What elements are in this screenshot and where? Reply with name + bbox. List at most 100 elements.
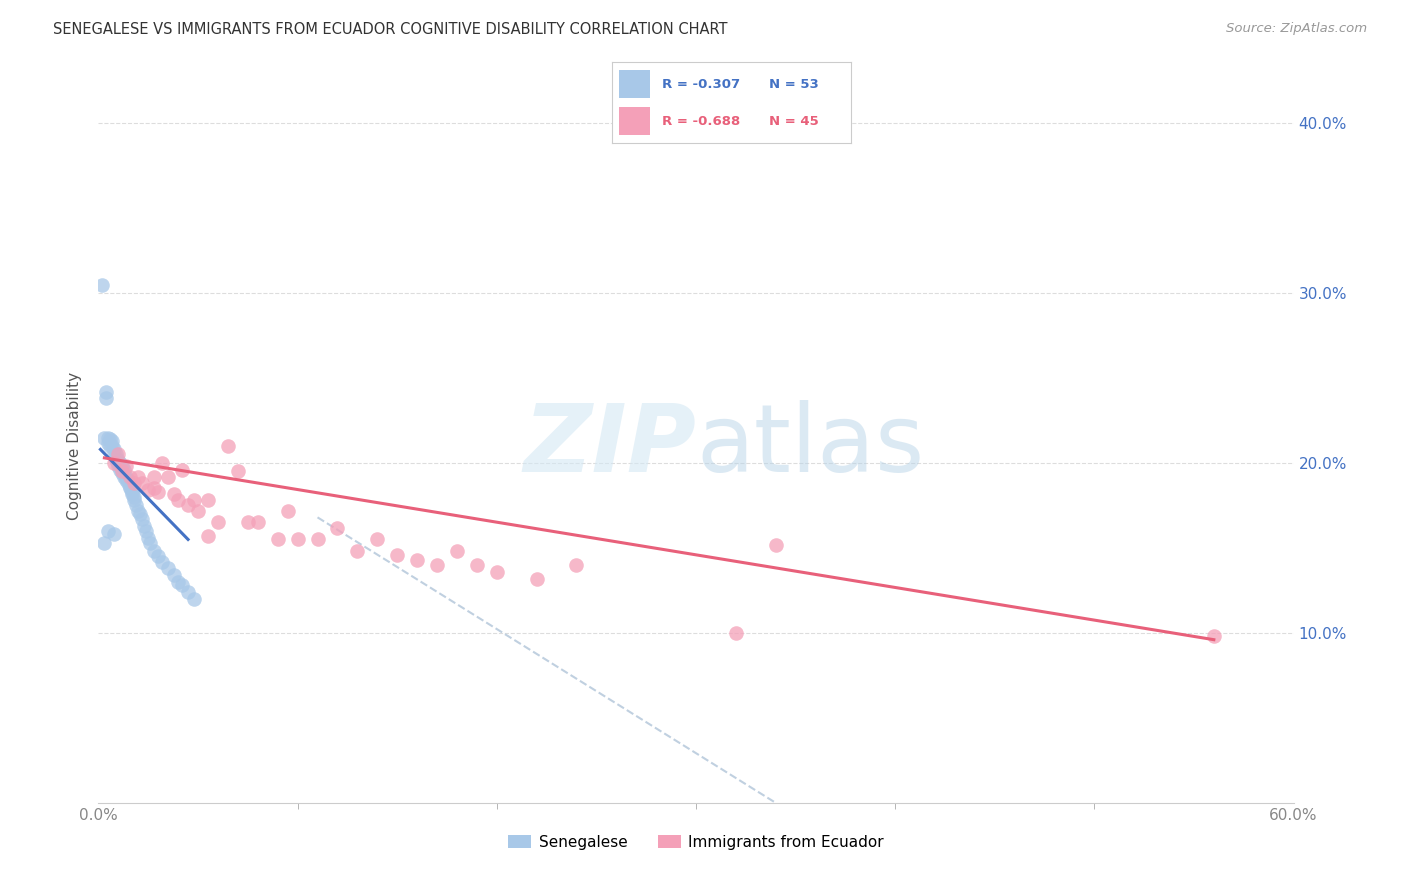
Point xyxy=(96,384,118,399)
Point xyxy=(117,473,139,487)
Point xyxy=(93,430,115,444)
Point xyxy=(366,533,388,547)
Point xyxy=(103,456,125,470)
Point xyxy=(115,473,138,487)
Point xyxy=(98,439,122,453)
Point xyxy=(1202,629,1225,643)
Point xyxy=(91,277,114,292)
Point xyxy=(426,558,449,572)
Point xyxy=(267,533,290,547)
Point xyxy=(107,448,129,462)
Point xyxy=(124,490,146,504)
Point xyxy=(446,544,468,558)
Point xyxy=(236,516,259,530)
Point xyxy=(287,533,309,547)
Point xyxy=(150,456,173,470)
Point xyxy=(120,482,142,496)
Point xyxy=(157,561,180,575)
Text: N = 53: N = 53 xyxy=(769,78,820,91)
Point xyxy=(183,591,205,606)
Point xyxy=(131,512,153,526)
Point xyxy=(111,466,134,480)
Point xyxy=(207,516,229,530)
FancyBboxPatch shape xyxy=(619,107,650,135)
Point xyxy=(117,476,139,491)
Point xyxy=(120,469,142,483)
Point xyxy=(103,448,125,462)
Point xyxy=(485,565,508,579)
Point xyxy=(125,499,148,513)
Point xyxy=(157,469,180,483)
Point xyxy=(167,493,190,508)
Text: R = -0.307: R = -0.307 xyxy=(662,78,740,91)
Point xyxy=(127,503,149,517)
Point xyxy=(110,463,132,477)
Point xyxy=(120,480,142,494)
Text: SENEGALESE VS IMMIGRANTS FROM ECUADOR COGNITIVE DISABILITY CORRELATION CHART: SENEGALESE VS IMMIGRANTS FROM ECUADOR CO… xyxy=(53,22,728,37)
Point xyxy=(98,432,122,446)
Point xyxy=(107,456,129,470)
Point xyxy=(101,434,124,448)
Point xyxy=(277,503,299,517)
Point xyxy=(107,452,129,467)
Point xyxy=(131,476,153,491)
Point xyxy=(307,533,329,547)
Point xyxy=(326,520,349,534)
Y-axis label: Cognitive Disability: Cognitive Disability xyxy=(67,372,83,520)
Point xyxy=(765,537,787,551)
Point xyxy=(135,524,157,538)
Text: ZIP: ZIP xyxy=(523,400,696,492)
Point xyxy=(136,483,159,498)
Point xyxy=(143,469,166,483)
Point xyxy=(148,549,170,564)
Point xyxy=(97,435,120,450)
Point xyxy=(97,430,120,444)
Point xyxy=(187,503,209,517)
Point xyxy=(124,493,146,508)
Point xyxy=(97,524,120,538)
Point xyxy=(134,519,156,533)
Point xyxy=(143,482,166,496)
Point xyxy=(93,536,115,550)
Point xyxy=(127,469,149,483)
Point xyxy=(105,448,128,462)
Text: Source: ZipAtlas.com: Source: ZipAtlas.com xyxy=(1226,22,1367,36)
Point xyxy=(346,544,368,558)
Point xyxy=(103,442,125,457)
Point xyxy=(101,439,124,453)
Point xyxy=(129,507,152,521)
Point xyxy=(724,626,747,640)
Point xyxy=(177,499,200,513)
Point xyxy=(465,558,488,572)
Point xyxy=(172,463,194,477)
Legend: Senegalese, Immigrants from Ecuador: Senegalese, Immigrants from Ecuador xyxy=(502,829,890,855)
Point xyxy=(112,469,135,483)
Point xyxy=(121,484,143,499)
Point xyxy=(217,439,239,453)
Point xyxy=(526,572,548,586)
Point xyxy=(139,536,162,550)
Point xyxy=(172,578,194,592)
Point xyxy=(136,531,159,545)
Point xyxy=(110,456,132,470)
Point xyxy=(112,463,135,477)
Point xyxy=(105,452,128,467)
Text: R = -0.688: R = -0.688 xyxy=(662,114,740,128)
Point xyxy=(406,553,429,567)
Point xyxy=(115,469,138,483)
Point xyxy=(183,493,205,508)
Point xyxy=(96,392,118,406)
Point xyxy=(121,486,143,500)
Point xyxy=(103,527,125,541)
Point xyxy=(226,465,249,479)
Point xyxy=(197,529,219,543)
Point xyxy=(111,465,134,479)
Point xyxy=(177,585,200,599)
Point xyxy=(124,476,146,491)
Point xyxy=(385,548,409,562)
Point xyxy=(197,493,219,508)
Point xyxy=(246,516,269,530)
Point xyxy=(111,459,134,474)
Point xyxy=(150,555,173,569)
Point xyxy=(565,558,588,572)
